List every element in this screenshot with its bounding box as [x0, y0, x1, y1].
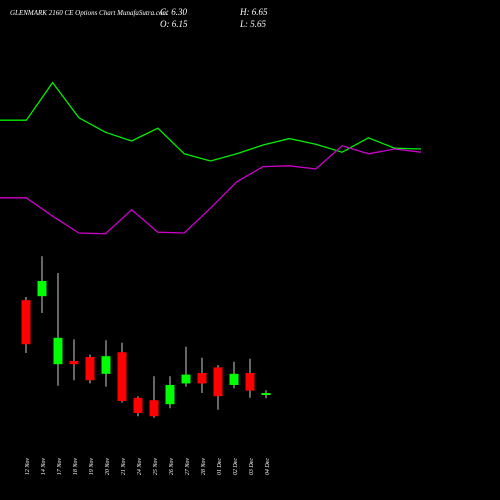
candle-body — [197, 373, 207, 384]
candle-body — [21, 300, 31, 345]
candle-body — [101, 356, 111, 374]
x-tick-label: 17 Nov — [57, 458, 63, 476]
candle-body — [213, 367, 223, 397]
x-tick-label: 02 Dec — [233, 458, 239, 475]
x-tick-label: 14 Nov — [40, 458, 47, 476]
candle-body — [261, 393, 271, 395]
x-tick-label: 19 Nov — [89, 458, 95, 476]
x-tick-label: 18 Nov — [73, 458, 79, 476]
summary-high: H: 6.65 — [239, 7, 268, 17]
candle-body — [149, 400, 159, 417]
candle-body — [181, 374, 191, 384]
overlay-line — [0, 145, 422, 235]
summary-low: L: 5.65 — [239, 19, 267, 29]
x-tick-label: 27 Nov — [185, 458, 191, 476]
candle-body — [37, 281, 47, 297]
candle-body — [117, 352, 127, 401]
x-tick-label: 12 Nov — [25, 458, 31, 476]
summary-close: C: 6.30 — [160, 7, 188, 17]
candle-body — [133, 397, 143, 413]
chart-title: GLENMARK 2160 CE Options Chart MunafaSut… — [10, 9, 168, 17]
candle-body — [53, 337, 63, 365]
x-tick-label: 03 Dec — [249, 458, 255, 475]
x-tick-label: 25 Nov — [153, 458, 159, 476]
candle-body — [245, 373, 255, 391]
overlay-line — [0, 81, 422, 162]
candle-body — [85, 357, 95, 381]
candle-body — [229, 373, 239, 385]
candle-body — [165, 385, 175, 405]
x-tick-label: 21 Nov — [121, 458, 127, 476]
x-tick-label: 20 Nov — [105, 458, 111, 476]
summary-open: O: 6.15 — [160, 19, 188, 29]
x-tick-label: 26 Nov — [169, 458, 175, 476]
x-tick-label: 24 Nov — [136, 458, 143, 476]
x-tick-label: 28 Nov — [201, 458, 207, 476]
x-tick-label: 01 Dec — [217, 458, 223, 475]
x-tick-label: 04 Dec — [264, 458, 271, 475]
candle-body — [69, 361, 79, 365]
